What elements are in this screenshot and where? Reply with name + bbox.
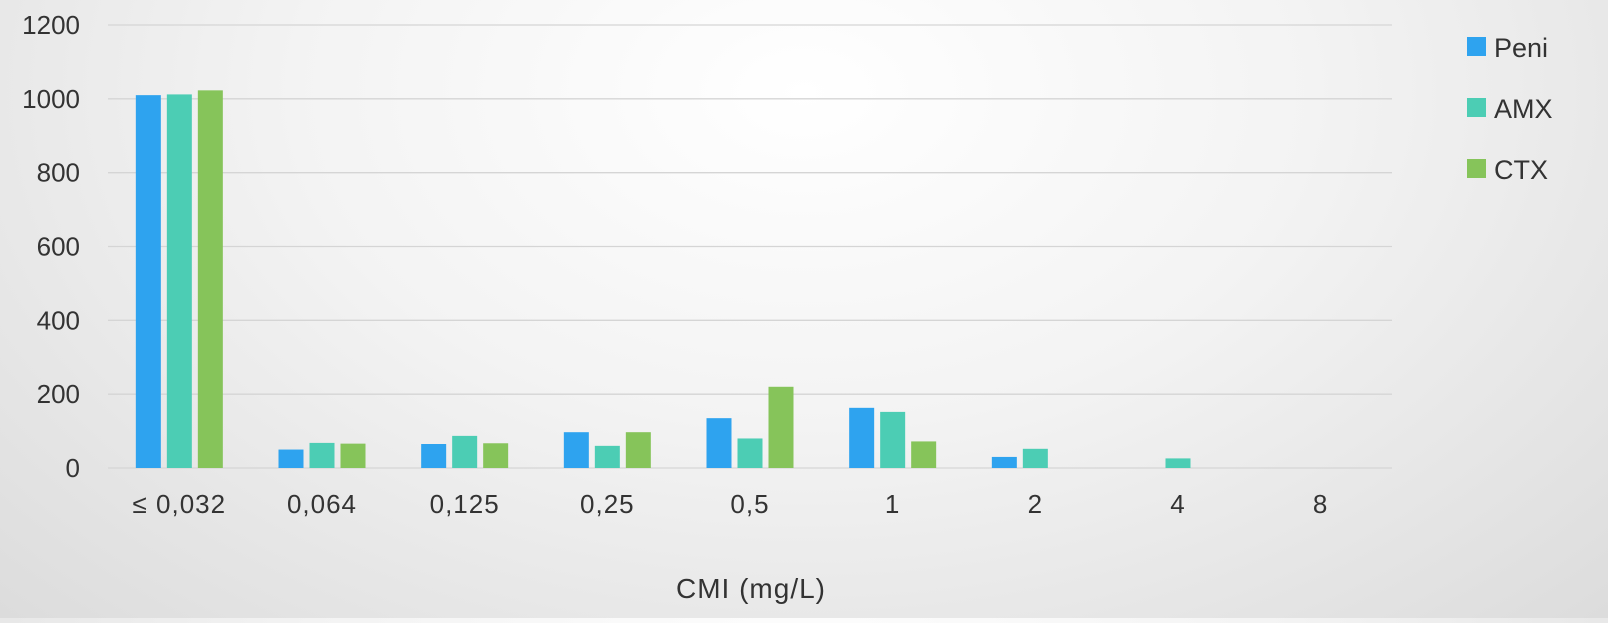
x-tick-label: ≤ 0,032 <box>133 489 227 519</box>
bar-peni-1 <box>278 449 304 468</box>
bar-peni-6 <box>991 456 1017 468</box>
x-tick-label: 0,25 <box>580 489 635 519</box>
y-tick-label: 1200 <box>22 10 80 40</box>
bar-ctx-1 <box>340 443 366 468</box>
legend-swatch-ctx <box>1467 159 1486 178</box>
x-axis-label: CMI (mg/L) <box>676 573 826 604</box>
x-tick-label: 8 <box>1313 489 1328 519</box>
x-tick-label: 0,125 <box>430 489 500 519</box>
x-tick-label: 2 <box>1028 489 1043 519</box>
y-tick-label: 800 <box>37 158 80 188</box>
y-tick-label: 1000 <box>22 84 80 114</box>
bar-ctx-3 <box>625 432 651 468</box>
bars <box>135 90 1191 469</box>
bar-amx-1 <box>309 442 335 468</box>
legend-label-ctx: CTX <box>1494 155 1548 185</box>
y-axis-ticks: 0 200 400 600 800 1000 1200 <box>22 10 80 483</box>
bar-peni-0 <box>135 95 161 469</box>
bar-peni-2 <box>421 444 447 468</box>
bar-ctx-5 <box>911 441 937 468</box>
bar-amx-3 <box>594 445 620 468</box>
bar-amx-5 <box>880 411 906 468</box>
legend-swatch-peni <box>1467 37 1486 56</box>
gridlines <box>108 24 1392 469</box>
y-tick-label: 200 <box>37 379 80 409</box>
x-tick-label: 1 <box>885 489 900 519</box>
bar-amx-6 <box>1022 448 1048 468</box>
bar-ctx-4 <box>768 386 794 468</box>
bar-amx-4 <box>737 438 763 468</box>
x-tick-label: 0,5 <box>730 489 769 519</box>
bar-peni-3 <box>563 432 589 468</box>
bar-ctx-0 <box>197 90 223 468</box>
y-tick-label: 400 <box>37 305 80 335</box>
bar-peni-4 <box>706 418 732 468</box>
x-tick-label: 4 <box>1170 489 1185 519</box>
y-tick-label: 600 <box>37 232 80 262</box>
bar-amx-7 <box>1165 458 1191 468</box>
legend-label-amx: AMX <box>1494 94 1553 124</box>
bar-peni-5 <box>849 407 875 468</box>
legend-swatch-amx <box>1467 98 1486 117</box>
x-axis-ticks: ≤ 0,032 0,064 0,125 0,25 0,5 1 2 4 8 <box>133 489 1328 519</box>
y-tick-label: 0 <box>66 453 80 483</box>
x-tick-label: 0,064 <box>287 489 357 519</box>
legend-label-peni: Peni <box>1494 33 1548 63</box>
bar-amx-0 <box>166 94 192 469</box>
bar-ctx-2 <box>483 443 509 468</box>
legend: Peni AMX CTX <box>1467 33 1553 185</box>
bar-amx-2 <box>452 435 478 468</box>
